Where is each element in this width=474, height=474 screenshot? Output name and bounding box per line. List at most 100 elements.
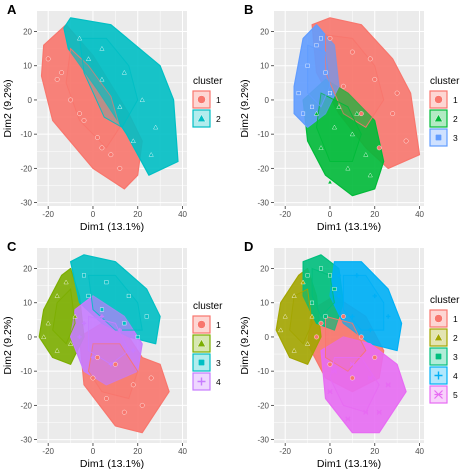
cluster-2-point (153, 124, 159, 130)
cluster-5-point (331, 368, 338, 374)
cluster-1-point (54, 77, 60, 82)
legend-marker-3 (198, 359, 205, 366)
legend: cluster 1 2 3 (429, 76, 460, 147)
cluster-1-point (90, 375, 96, 381)
cluster-4-point (372, 293, 377, 299)
cluster-2-point (331, 124, 337, 130)
panel-c: C -20 0 20 40 -30 -20 -10 0 10 20 Dim1 (13.1%) Dim2 … (2, 239, 223, 470)
cluster-2-point (305, 341, 311, 346)
y-tick-label: -20 (20, 401, 32, 410)
y-tick-label: 20 (23, 28, 32, 37)
cluster-1-point (68, 97, 73, 103)
x-tick-label: 40 (415, 447, 424, 456)
x-axis-title: Dim1 (13.1%) (317, 458, 381, 470)
cluster-2-point (363, 152, 369, 157)
cluster-2-point (291, 293, 297, 298)
x-tick-label: 40 (178, 447, 187, 456)
x-axis-title: Dim1 (13.1%) (317, 221, 381, 233)
y-tick-label: 20 (260, 265, 269, 274)
cluster-4-point (350, 314, 355, 319)
legend-marker-2 (197, 339, 206, 347)
cluster-1-point (327, 35, 333, 41)
legend-label-2: 2 (216, 339, 221, 349)
cluster-1-point (390, 111, 396, 117)
x-tick-label: 40 (178, 210, 187, 219)
cluster-4-point (336, 293, 342, 299)
cluster-3-point (104, 280, 109, 285)
cluster-2-point (300, 279, 306, 285)
cluster-2-point (282, 313, 288, 319)
x-tick-label: 40 (415, 210, 424, 219)
legend-label-1: 1 (216, 95, 221, 105)
legend-marker-2 (434, 333, 443, 341)
cluster-4-ellipse (88, 315, 130, 365)
y-tick-label: -10 (20, 130, 32, 139)
x-tick-label: 0 (328, 447, 333, 456)
cluster-3-point (296, 91, 301, 96)
cluster-2-point (85, 56, 92, 61)
cluster-2-point (99, 46, 105, 51)
legend: cluster 1 2 (192, 76, 223, 128)
cluster-1-point (139, 402, 145, 408)
cluster-1-point (314, 334, 319, 340)
y-tick-label: 10 (23, 299, 32, 308)
cluster-1-point (349, 49, 355, 55)
legend-label-1: 1 (453, 95, 458, 105)
cluster-2-point (309, 313, 315, 319)
cluster-3-point (310, 300, 315, 305)
cluster-2-point (63, 279, 69, 285)
legend-label-1: 1 (216, 320, 221, 330)
cluster-1-point (59, 70, 65, 75)
y-tick-label: 20 (260, 28, 269, 37)
cluster-3-ellipse (311, 267, 335, 318)
y-tick-label: 0 (28, 96, 33, 105)
legend-label-2: 2 (453, 114, 458, 124)
cluster-2-point (121, 69, 127, 75)
cluster-4-point (90, 355, 96, 360)
y-tick-label: 20 (23, 265, 32, 274)
legend-label-4: 4 (216, 377, 221, 387)
cluster-2-point (41, 334, 47, 339)
x-tick-label: -20 (279, 210, 291, 219)
cluster-2-point (318, 145, 324, 150)
cluster-2-ellipse (78, 37, 139, 128)
cluster-3-point (122, 321, 127, 326)
y-tick-label: -30 (257, 436, 269, 445)
cluster-1-point (372, 355, 378, 360)
x-tick-label: -20 (42, 210, 54, 219)
cluster-2-point (76, 35, 83, 41)
cluster-5-point (327, 389, 333, 395)
cluster-1-ellipse (325, 34, 385, 128)
y-tick-label: -30 (20, 199, 32, 208)
cluster-1-point (341, 83, 346, 89)
y-tick-label: 10 (260, 62, 269, 71)
cluster-2-point (45, 320, 51, 326)
cluster-2-point (54, 348, 60, 353)
cluster-2-point (367, 172, 373, 178)
cluster-1-point (81, 118, 87, 123)
cluster-2-point (278, 327, 284, 333)
cluster-1-point (376, 145, 382, 151)
legend-label-4: 4 (453, 371, 458, 381)
cluster-3-point (301, 111, 306, 116)
cluster-3-point (319, 36, 323, 41)
cluster-1-point (95, 355, 100, 360)
legend-label-3: 3 (453, 352, 458, 362)
legend-title: cluster (430, 76, 460, 87)
cluster-4-point (81, 321, 87, 326)
cluster-4-point (336, 273, 342, 278)
cluster-1-point (372, 77, 378, 82)
cluster-2-point (313, 111, 320, 116)
cluster-1-point (358, 334, 364, 340)
cluster-4-point (77, 334, 82, 340)
cluster-1-point (117, 165, 123, 171)
cluster-2-point (148, 152, 154, 157)
legend-label-2: 2 (216, 114, 221, 124)
cluster-2-point (68, 341, 74, 346)
y-tick-label: -20 (20, 164, 32, 173)
cluster-3-point (305, 63, 310, 68)
y-axis-title: Dim2 (9.2%) (2, 316, 14, 374)
cluster-2-ellipse (315, 92, 362, 162)
cluster-3-point (332, 287, 337, 292)
